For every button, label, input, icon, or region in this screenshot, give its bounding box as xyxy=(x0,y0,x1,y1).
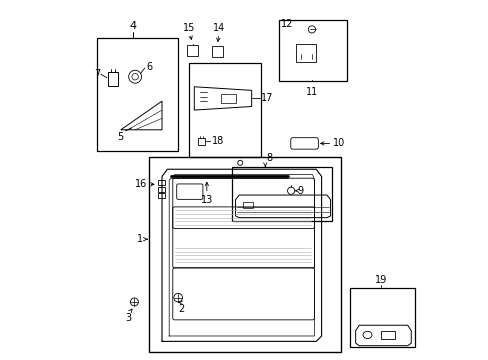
Text: 7: 7 xyxy=(94,69,100,79)
Bar xyxy=(158,180,164,185)
Text: 15: 15 xyxy=(183,23,195,33)
Text: 2: 2 xyxy=(178,304,184,314)
Bar xyxy=(97,39,178,151)
Bar xyxy=(231,167,332,221)
Text: 17: 17 xyxy=(260,93,272,103)
Text: 8: 8 xyxy=(266,153,272,163)
Bar xyxy=(107,72,118,86)
Bar xyxy=(221,94,235,103)
Bar xyxy=(188,63,260,157)
Text: 10: 10 xyxy=(333,138,345,148)
Text: 12: 12 xyxy=(281,19,293,29)
Text: 1: 1 xyxy=(137,234,143,244)
Bar xyxy=(158,187,164,192)
Bar xyxy=(212,46,223,57)
Text: 16: 16 xyxy=(134,179,147,189)
Text: 11: 11 xyxy=(305,87,317,98)
Bar xyxy=(197,138,205,145)
Text: 19: 19 xyxy=(375,275,387,285)
Text: 13: 13 xyxy=(200,195,213,205)
Bar xyxy=(349,288,414,347)
Text: 9: 9 xyxy=(297,186,303,197)
Bar xyxy=(278,21,346,81)
Bar xyxy=(187,45,198,55)
Text: 18: 18 xyxy=(211,136,224,146)
Text: 3: 3 xyxy=(124,314,131,323)
Text: 5: 5 xyxy=(118,132,123,141)
Text: 6: 6 xyxy=(145,62,152,72)
Bar xyxy=(296,44,315,62)
Text: 14: 14 xyxy=(212,23,224,33)
Bar xyxy=(380,331,394,339)
Text: 4: 4 xyxy=(129,21,136,31)
Bar xyxy=(242,202,253,208)
Bar xyxy=(158,193,164,198)
Bar xyxy=(149,157,341,352)
